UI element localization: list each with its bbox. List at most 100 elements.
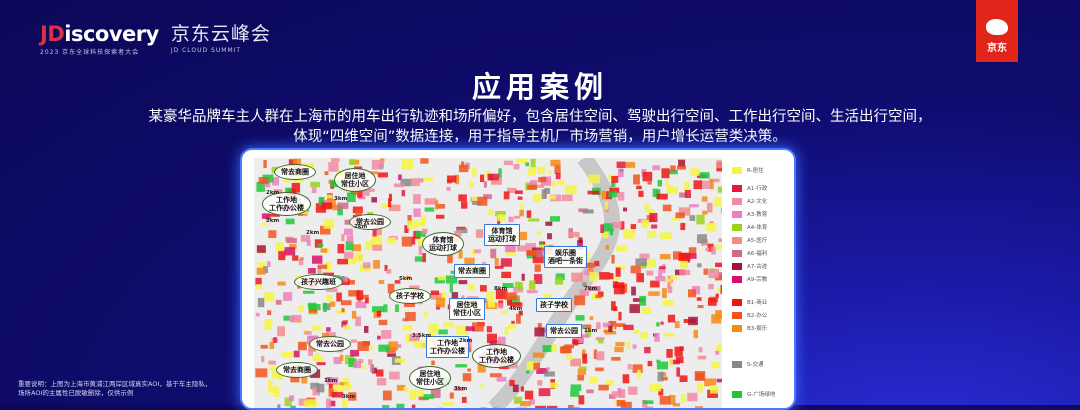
aoi-parcel	[711, 247, 716, 255]
callout-text: 居住地	[341, 172, 369, 180]
description: 某豪华品牌车主人群在上海市的用车出行轨迹和场所偏好，包含居住空间、驾驶出行空间、…	[0, 107, 1080, 147]
aoi-parcel	[717, 379, 722, 383]
aoi-parcel	[558, 180, 565, 184]
aoi-parcel	[661, 322, 664, 325]
aoi-parcel	[616, 245, 627, 251]
aoi-parcel	[641, 220, 648, 228]
aoi-parcel	[655, 276, 665, 281]
aoi-parcel	[520, 204, 524, 208]
aoi-parcel	[337, 244, 344, 253]
aoi-parcel	[612, 222, 621, 228]
aoi-parcel	[508, 324, 516, 329]
aoi-parcel	[446, 187, 450, 191]
aoi-parcel	[633, 174, 640, 184]
callout-text: 常住小区	[341, 180, 369, 188]
aoi-parcel	[715, 310, 722, 319]
aoi-parcel	[721, 285, 722, 294]
aoi-parcel	[587, 191, 599, 195]
aoi-parcel	[577, 375, 584, 381]
aoi-parcel	[647, 231, 656, 238]
aoi-parcel	[450, 393, 454, 399]
aoi-parcel	[301, 377, 307, 383]
aoi-parcel	[422, 394, 434, 399]
aoi-parcel	[571, 273, 583, 282]
aoi-parcel	[687, 393, 697, 401]
aoi-parcel	[326, 327, 331, 331]
aoi-parcel	[589, 377, 597, 384]
map-callout: 工作地工作办公楼	[472, 344, 521, 368]
legend-item: A7-古迹	[732, 262, 767, 270]
aoi-parcel	[657, 362, 668, 370]
aoi-parcel	[435, 200, 438, 209]
aoi-parcel	[573, 340, 578, 346]
aoi-parcel	[614, 347, 623, 352]
aoi-parcel	[294, 351, 300, 358]
aoi-parcel	[459, 280, 468, 284]
aoi-parcel	[667, 282, 670, 288]
aoi-parcel	[336, 293, 341, 302]
aoi-parcel	[697, 384, 703, 393]
aoi-parcel	[267, 310, 271, 315]
legend-label: B2-办公	[747, 311, 767, 319]
aoi-parcel	[425, 207, 434, 211]
logo-jd: JD	[40, 22, 64, 46]
event-name-en: JD CLOUD SUMMIT	[171, 47, 271, 54]
aoi-parcel	[714, 198, 722, 207]
aoi-parcel	[381, 330, 391, 339]
legend-label: A4-体育	[747, 223, 767, 231]
aoi-parcel	[623, 325, 633, 330]
aoi-parcel	[365, 241, 371, 250]
aoi-parcel	[705, 248, 709, 251]
legend-label: S-交通	[747, 360, 763, 368]
callout-text: 常去商圈	[283, 366, 311, 374]
aoi-parcel	[379, 280, 385, 284]
aoi-parcel	[480, 407, 486, 408]
legend-item: B3-娱乐	[732, 324, 767, 332]
aoi-parcel	[515, 190, 523, 194]
aoi-parcel	[326, 399, 331, 408]
aoi-parcel	[286, 219, 295, 225]
aoi-parcel	[623, 374, 630, 383]
map-callout: 居住地常住小区	[449, 298, 485, 320]
aoi-parcel	[474, 249, 481, 253]
legend-swatch	[732, 198, 742, 205]
aoi-parcel	[515, 282, 520, 288]
aoi-parcel	[689, 215, 695, 221]
aoi-parcel	[344, 229, 353, 236]
aoi-parcel	[666, 349, 672, 358]
distance-label: 2km	[306, 230, 319, 236]
legend-swatch	[732, 312, 742, 319]
aoi-parcel	[438, 275, 445, 280]
event-name-cn: 京东云峰会	[171, 22, 271, 46]
aoi-parcel	[644, 347, 650, 353]
aoi-parcel	[636, 273, 644, 282]
aoi-parcel	[313, 356, 324, 361]
aoi-parcel	[549, 195, 556, 199]
aoi-parcel	[657, 194, 668, 200]
aoi-parcel	[598, 340, 603, 344]
aoi-parcel	[480, 285, 487, 291]
aoi-parcel	[680, 223, 685, 230]
aoi-parcel	[371, 197, 377, 202]
map-callout: 常去公园	[309, 336, 351, 352]
aoi-parcel	[707, 203, 713, 213]
aoi-parcel	[694, 330, 699, 338]
aoi-parcel	[347, 192, 356, 202]
note-line: 重要说明：上图为上海市黄浦江两岸区域真实AOI，基于车主隐私，	[18, 380, 211, 389]
aoi-parcel	[646, 259, 656, 268]
aoi-parcel	[283, 292, 292, 301]
aoi-parcel	[315, 353, 320, 356]
aoi-parcel	[298, 305, 304, 312]
aoi-parcel	[513, 385, 519, 392]
aoi-parcel	[376, 369, 383, 376]
legend-swatch	[732, 391, 742, 398]
map-callout: 常去商圈	[454, 264, 490, 278]
aoi-parcel	[256, 313, 260, 317]
aoi-parcel	[544, 371, 555, 376]
aoi-parcel	[495, 258, 499, 265]
aoi-parcel	[568, 405, 574, 408]
aoi-parcel	[691, 168, 700, 176]
legend-item: S-交通	[732, 360, 763, 368]
aoi-parcel	[525, 391, 533, 400]
aoi-parcel	[490, 249, 496, 258]
